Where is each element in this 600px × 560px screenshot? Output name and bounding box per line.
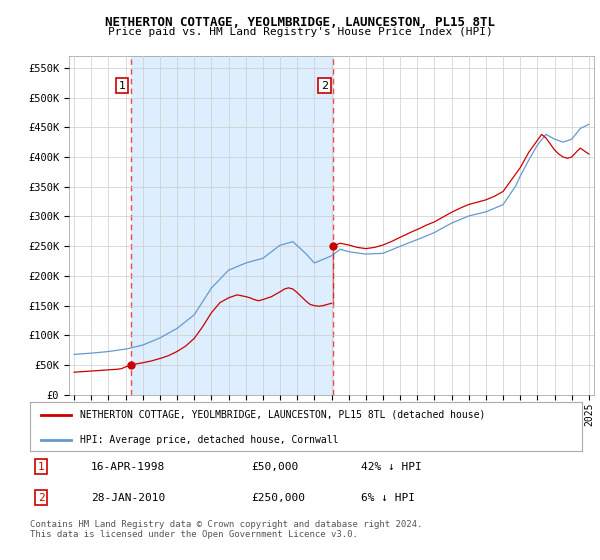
Text: 16-APR-1998: 16-APR-1998	[91, 461, 165, 472]
Text: Price paid vs. HM Land Registry's House Price Index (HPI): Price paid vs. HM Land Registry's House …	[107, 27, 493, 37]
Text: 2: 2	[38, 493, 44, 503]
Text: NETHERTON COTTAGE, YEOLMBRIDGE, LAUNCESTON, PL15 8TL (detached house): NETHERTON COTTAGE, YEOLMBRIDGE, LAUNCEST…	[80, 410, 485, 420]
Text: 42% ↓ HPI: 42% ↓ HPI	[361, 461, 422, 472]
Text: 6% ↓ HPI: 6% ↓ HPI	[361, 493, 415, 503]
Text: £50,000: £50,000	[251, 461, 298, 472]
Text: NETHERTON COTTAGE, YEOLMBRIDGE, LAUNCESTON, PL15 8TL: NETHERTON COTTAGE, YEOLMBRIDGE, LAUNCEST…	[105, 16, 495, 29]
Text: 1: 1	[119, 81, 125, 91]
Text: HPI: Average price, detached house, Cornwall: HPI: Average price, detached house, Corn…	[80, 435, 338, 445]
Text: £250,000: £250,000	[251, 493, 305, 503]
Text: Contains HM Land Registry data © Crown copyright and database right 2024.
This d: Contains HM Land Registry data © Crown c…	[30, 520, 422, 539]
Bar	[131, 56, 333, 395]
Text: 2: 2	[321, 81, 328, 91]
Text: 1: 1	[38, 461, 44, 472]
Text: 28-JAN-2010: 28-JAN-2010	[91, 493, 165, 503]
